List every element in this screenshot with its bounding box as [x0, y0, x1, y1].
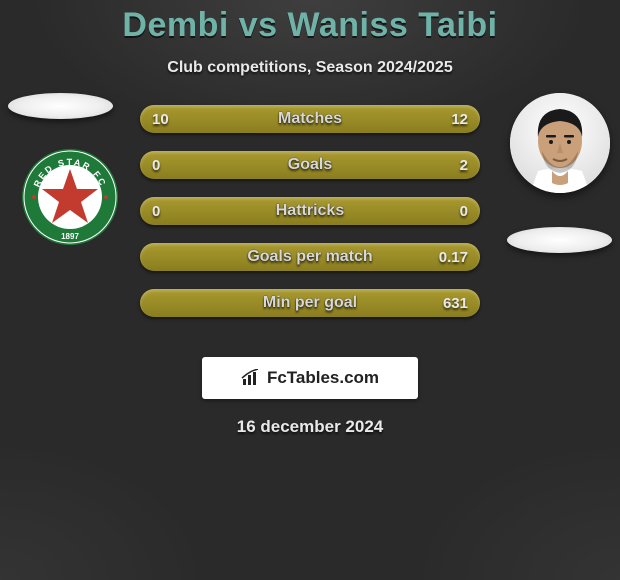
infographic-root: Dembi vs Waniss Taibi Club competitions,… — [0, 0, 620, 580]
stat-right-value: 631 — [443, 295, 468, 312]
player1-avatar-placeholder — [8, 93, 113, 119]
stat-left-value: 10 — [152, 111, 169, 128]
stat-right-value: 2 — [460, 157, 468, 174]
stat-row: Min per goal 631 — [140, 289, 480, 317]
page-title: Dembi vs Waniss Taibi — [0, 6, 620, 45]
stat-row: 10 Matches 12 — [140, 105, 480, 133]
comparison-area: RED STAR FC 1897 10 Matches 12 0 Goals 2 0 Hatt… — [0, 105, 620, 345]
stat-row: Goals per match 0.17 — [140, 243, 480, 271]
stat-label: Goals — [288, 156, 332, 174]
bar-chart-icon — [241, 369, 263, 387]
stat-right-value: 0 — [460, 203, 468, 220]
svg-text:1897: 1897 — [61, 232, 79, 241]
stat-label: Goals per match — [247, 248, 372, 266]
player1-name: Dembi — [122, 6, 228, 44]
player2-avatar — [510, 93, 610, 193]
stat-row: 0 Hattricks 0 — [140, 197, 480, 225]
stat-right-value: 12 — [451, 111, 468, 128]
red-star-fc-badge-icon: RED STAR FC 1897 — [20, 147, 120, 247]
stat-label: Matches — [278, 110, 342, 128]
stat-label: Hattricks — [276, 202, 344, 220]
player2-face-icon — [510, 93, 610, 193]
brand-text: FcTables.com — [267, 368, 379, 388]
player2-name: Waniss Taibi — [288, 6, 498, 44]
date-label: 16 december 2024 — [0, 417, 620, 437]
stat-row: 0 Goals 2 — [140, 151, 480, 179]
player2-club-placeholder — [507, 227, 612, 253]
vs-label: vs — [239, 6, 278, 44]
stat-bars: 10 Matches 12 0 Goals 2 0 Hattricks 0 Goals per m… — [140, 105, 480, 335]
stat-label: Min per goal — [263, 294, 357, 312]
stat-left-value: 0 — [152, 203, 160, 220]
brand-badge: FcTables.com — [202, 357, 418, 399]
subtitle: Club competitions, Season 2024/2025 — [0, 59, 620, 77]
player1-club-badge: RED STAR FC 1897 — [20, 147, 120, 247]
stat-left-value: 0 — [152, 157, 160, 174]
stat-right-value: 0.17 — [439, 249, 468, 266]
